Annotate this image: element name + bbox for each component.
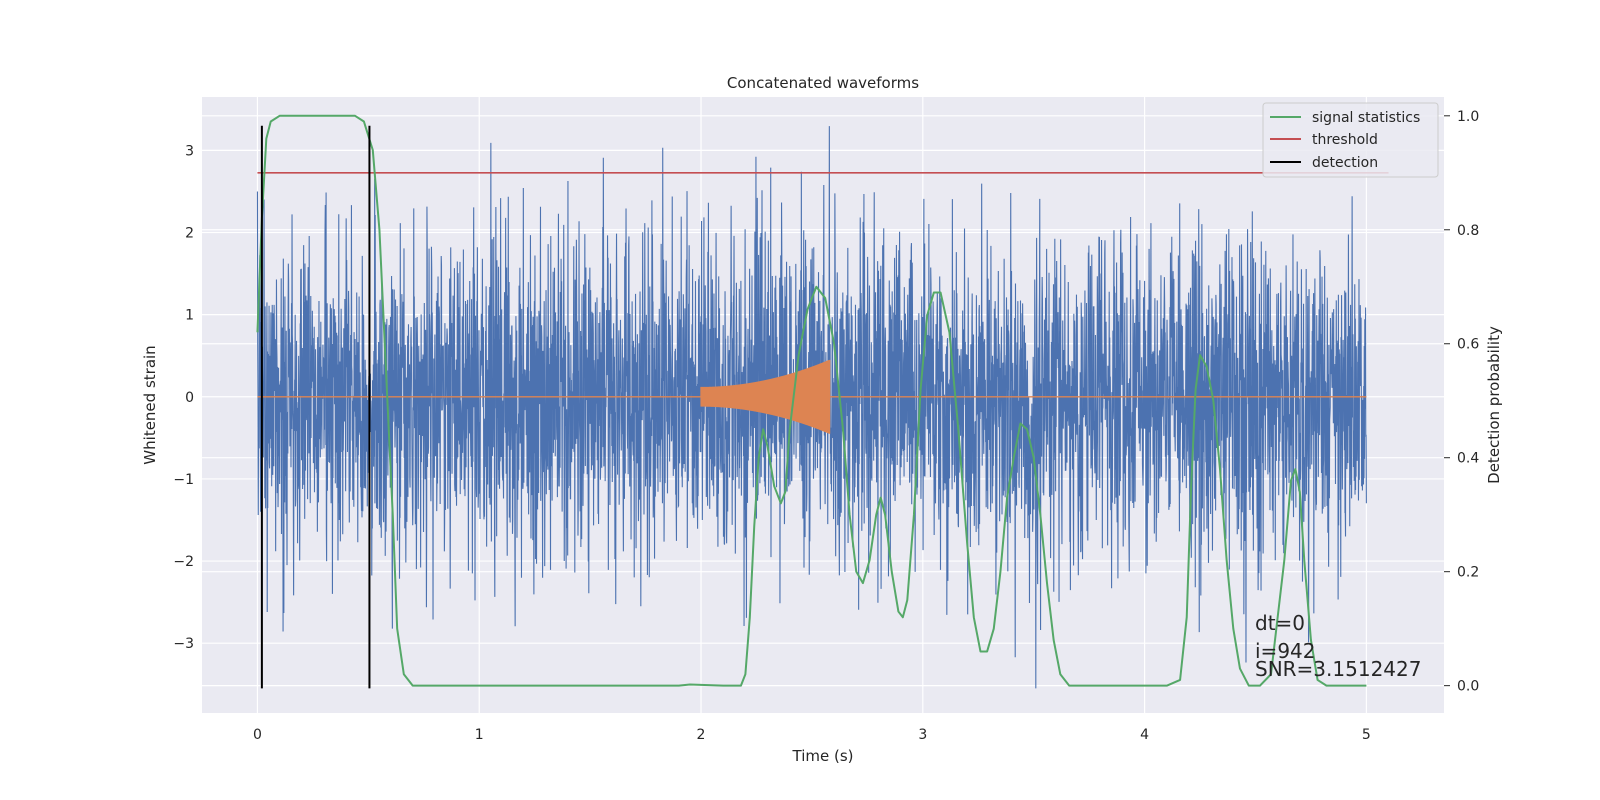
whitened-strain-series [256,126,1367,689]
legend-label-detection: detection [1312,155,1378,171]
waveform-template-series [257,359,1367,434]
detection-series [260,125,371,689]
x-tick-label: 3 [918,727,927,743]
y-tick-label: 2 [185,226,194,242]
legend-box [1262,102,1439,178]
template-line [257,359,1367,434]
legend: signal statistics threshold detection [1262,102,1439,178]
y2-tick-label: 0.2 [1457,565,1479,581]
ticks: 0 1 2 3 4 5 −3 −2 −1 0 1 2 3 0.0 0.2 0.4 0.6 0.8 1.0 [173,109,1479,743]
signal-statistics-series [256,114,1367,687]
y2-tick-label: 0.4 [1457,451,1479,467]
y2-tick-label: 0.8 [1457,223,1479,239]
y-tick-label: −3 [173,636,194,652]
legend-label-signal: signal statistics [1312,110,1420,126]
x-tick-label: 0 [253,727,262,743]
annotation-index: i=942 [1255,639,1316,663]
y-tick-label: 1 [185,308,194,324]
annotation-dt: dt=0 [1255,611,1305,635]
x-axis-label: Time (s) [792,747,854,765]
signal-statistics-line [256,114,1367,687]
x-tick-label: 1 [475,727,484,743]
y-axis-label: Whitened strain [141,345,159,464]
y2-axis-label: Detection probability [1485,326,1503,484]
x-tick-label: 4 [1140,727,1149,743]
annotation-snr: SNR=3.1512427 [1255,657,1421,681]
y-tick-label: −1 [173,472,194,488]
annotation: dt=0 i=942 SNR=3.1512427 [1255,611,1421,681]
x-tick-label: 2 [697,727,706,743]
y-tick-label: −2 [173,554,194,570]
y2-tick-label: 1.0 [1457,109,1479,125]
x-tick-label: 5 [1362,727,1371,743]
y-tick-label: 3 [185,143,194,159]
y-tick-label: 0 [185,390,194,406]
legend-label-threshold: threshold [1312,132,1378,148]
y2-tick-label: 0.0 [1457,679,1479,695]
strain-line [256,126,1367,689]
y2-tick-label: 0.6 [1457,337,1479,353]
chart-title: Concatenated waveforms [727,74,919,92]
